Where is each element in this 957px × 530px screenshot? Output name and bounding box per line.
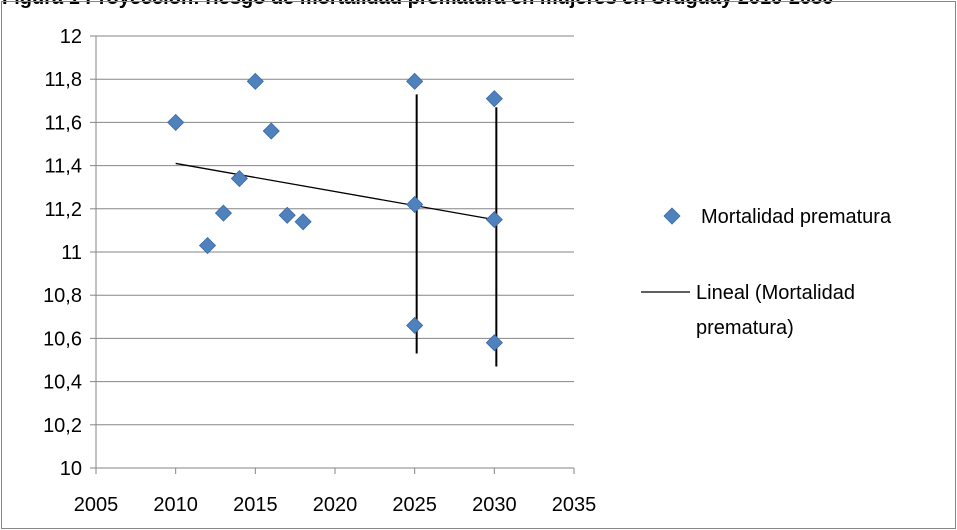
y-tick-label: 10,6 [43, 328, 82, 350]
y-tick-label: 12 [60, 26, 82, 48]
data-point [406, 316, 424, 335]
y-tick-label: 10,2 [43, 415, 82, 437]
x-tick-label: 2020 [313, 494, 358, 516]
data-point [246, 72, 264, 90]
legend-label-lineal-2: prematura) [696, 317, 794, 339]
data-point [167, 113, 185, 131]
data-point [485, 211, 503, 229]
x-tick-label: 2015 [233, 494, 278, 516]
data-point [406, 195, 424, 214]
y-tick-label: 11,2 [45, 199, 82, 221]
data-point [294, 213, 312, 231]
data-point [278, 206, 296, 224]
y-tick-label: 11,4 [45, 156, 82, 178]
trendline [175, 162, 495, 221]
data-point [230, 169, 248, 188]
legend-label-mortalidad: Mortalidad prematura [701, 206, 892, 228]
x-tick-label: 2005 [74, 494, 119, 516]
data-point [485, 90, 503, 108]
chart-title: Figura 1 Proyección: riesgo de mortalida… [0, 0, 957, 11]
x-tick-label: 2030 [472, 494, 517, 516]
chart-title-text: Figura 1 Proyección: riesgo de mortalida… [2, 0, 833, 10]
data-point [214, 204, 233, 222]
legend-label-lineal-1: Lineal (Mortalidad [696, 282, 855, 304]
y-tick-label: 11 [61, 242, 82, 264]
y-tick-label: 11,6 [45, 112, 82, 134]
x-tick-label: 2035 [552, 494, 597, 516]
y-tick-label: 10 [60, 458, 82, 480]
x-tick-label: 2025 [392, 494, 437, 516]
data-point [262, 122, 280, 140]
data-point [406, 72, 424, 90]
y-tick-label: 11,8 [45, 69, 82, 91]
y-tick-label: 10,8 [43, 285, 82, 307]
data-point [485, 334, 503, 352]
data-point [198, 236, 217, 255]
y-tick-label: 10,4 [43, 372, 82, 394]
x-tick-label: 2010 [153, 494, 198, 516]
legend-marker-diamond [663, 207, 681, 225]
